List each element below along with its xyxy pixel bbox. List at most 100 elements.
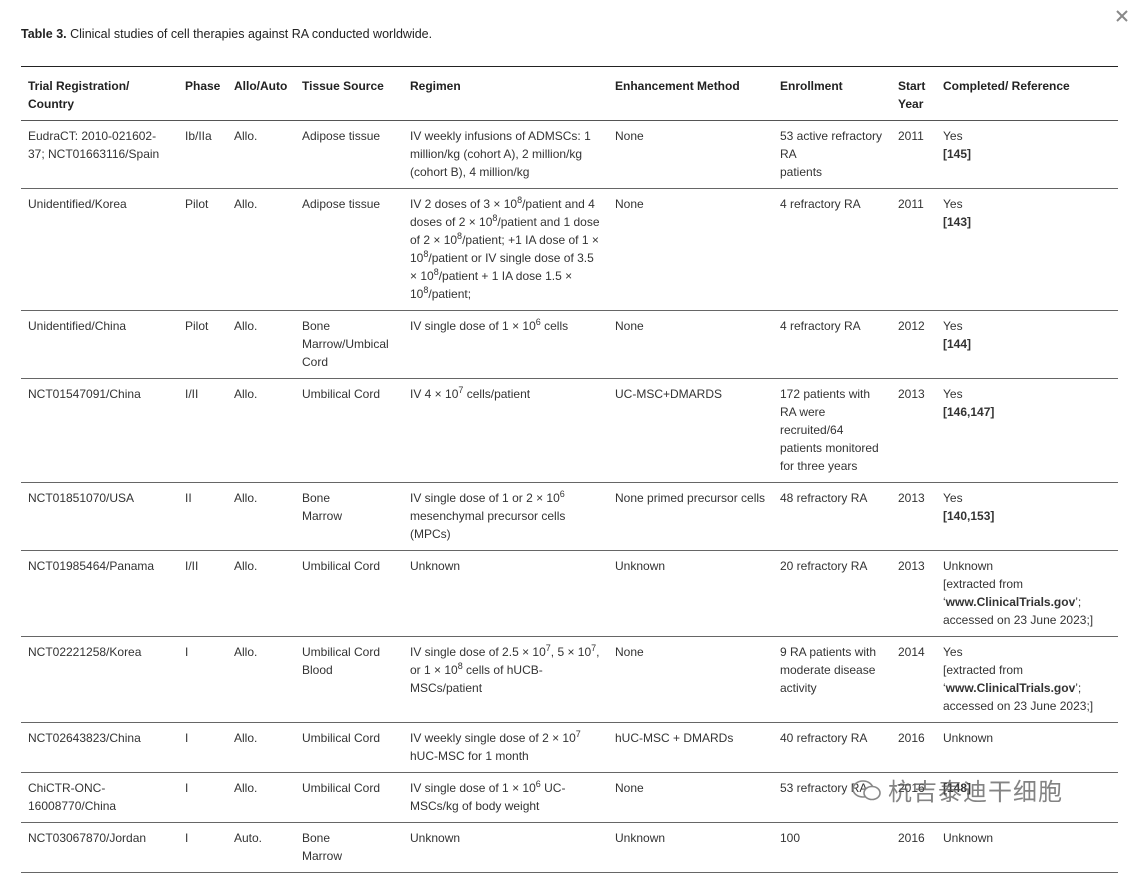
table-cell: 53 refractory RA: [773, 773, 891, 823]
cell-text: 2014: [898, 645, 925, 659]
table-cell: Unknown: [608, 551, 773, 637]
cell-text: None: [615, 197, 644, 211]
table-cell: Unknown [extracted from ‘www.ClinicalTrial…: [936, 551, 1118, 637]
reference: www.ClinicalTrials.gov: [945, 595, 1076, 609]
cell-text: Pilot: [185, 197, 209, 211]
cell-text: 53 refractory RA: [780, 781, 868, 795]
table-cell: Unknown: [403, 551, 608, 637]
cell-text: Allo.: [234, 129, 258, 143]
table-cell: 2012: [891, 311, 936, 379]
cell-text: Umbilical Cord: [302, 781, 381, 795]
text-run: ’;: [1075, 595, 1082, 609]
table-cell: Bone Marrow: [295, 483, 403, 551]
watermark: 杭吉泰迪干细胞: [852, 772, 1063, 807]
text-run: , or 1 × 10: [410, 645, 600, 677]
table-cell: Umbilical Cord: [295, 379, 403, 483]
cell-text: 48 refractory RA: [780, 491, 868, 505]
cell-text: Pilot: [185, 319, 209, 333]
table-cell: IV 4 × 107 cells/patient: [403, 379, 608, 483]
table-caption: Table 3. Clinical studies of cell therap…: [21, 27, 432, 41]
cell-line: ‘www.ClinicalTrials.gov’;: [943, 593, 1111, 611]
column-header: Tissue Source: [302, 79, 384, 93]
cell-text: Allo.: [234, 645, 258, 659]
table-cell: None: [608, 773, 773, 823]
table-cell: I: [178, 637, 227, 723]
superscript: 8: [457, 231, 463, 241]
cell-line: [148]: [943, 779, 1111, 797]
cell-line: IV single dose of 1 × 106 UC-MSCs/kg of …: [410, 779, 601, 815]
table-cell: Yes [144]: [936, 311, 1118, 379]
table-cell: None: [608, 311, 773, 379]
cell-text: 2011: [898, 197, 924, 211]
cell-line: Yes: [943, 197, 963, 211]
cell-line: IV single dose of 1 × 106 cells: [410, 317, 601, 335]
cell-line: [146,147]: [943, 403, 1111, 421]
table-cell: 40 refractory RA: [773, 723, 891, 773]
table-row: NCT02221258/Korea I Allo. Umbilical Cord Bl…: [21, 637, 1118, 723]
cell-line: [143]: [943, 213, 1111, 231]
cell-text: IV weekly infusions of ADMSCs: 1 million…: [410, 129, 591, 179]
cell-text: Unidentified/China: [28, 319, 127, 333]
reference: [143]: [943, 215, 972, 229]
table-cell: None primed precursor cells: [608, 483, 773, 551]
table-cell: 4 refractory RA: [773, 311, 891, 379]
text-run: ’;: [1075, 681, 1082, 695]
reference: [145]: [943, 147, 972, 161]
cell-text: None primed precursor cells: [615, 491, 766, 505]
cell-line: [extracted from: [943, 577, 1024, 591]
cell-line: [145]: [943, 145, 1111, 163]
table-row: NCT01547091/China I/II Allo. Umbilical Cord…: [21, 379, 1118, 483]
table-cell: 2016: [891, 823, 936, 873]
superscript: 8: [423, 285, 429, 295]
table-cell: IV single dose of 1 × 106 UC-MSCs/kg of …: [403, 773, 608, 823]
header-row: Trial Registration/ Country Phase Allo/Aut…: [21, 66, 1118, 121]
text-run: IV single dose of 2.5 × 10: [410, 645, 546, 659]
cell-text: Umbilical Cord: [302, 387, 381, 401]
superscript: 7: [458, 385, 464, 395]
table-cell: None: [608, 121, 773, 189]
text-run: ‘: [943, 681, 946, 695]
cell-text: Umbilical Cord: [302, 559, 381, 573]
cell-text: NCT02221258/Korea: [28, 645, 142, 659]
cell-line: Yes: [943, 319, 963, 333]
table-cell: Yes [140,153]: [936, 483, 1118, 551]
reference: [140,153]: [943, 509, 995, 523]
table-cell: NCT01851070/USA: [21, 483, 178, 551]
superscript: 7: [575, 729, 581, 739]
column-header: Trial Registration/ Country: [28, 79, 130, 111]
cell-line: [extracted from: [943, 663, 1024, 677]
cell-text: 2011: [898, 129, 924, 143]
superscript: 8: [433, 267, 439, 277]
cell-text: 2016: [898, 831, 925, 845]
cell-line: [144]: [943, 335, 1111, 353]
cell-text: I: [185, 831, 189, 845]
cell-line: IV 2 doses of 3 × 108/patient and 4 dose…: [410, 195, 601, 303]
cell-text: None: [615, 645, 644, 659]
cell-text: Unknown: [943, 731, 994, 745]
cell-text: Unknown: [410, 831, 461, 845]
table-cell: 2013: [891, 551, 936, 637]
cell-text: EudraCT: 2010-021602-37; NCT01663116/Spa…: [28, 129, 160, 161]
table-cell: I/II: [178, 551, 227, 637]
table-body: EudraCT: 2010-021602-37; NCT01663116/Spa…: [21, 121, 1118, 873]
cell-text: 40 refractory RA: [780, 731, 868, 745]
table-cell: Bone Marrow: [295, 823, 403, 873]
cell-text: Allo.: [234, 559, 258, 573]
table-cell: NCT02221258/Korea: [21, 637, 178, 723]
superscript: 7: [591, 643, 597, 653]
table-cell: 2013: [891, 379, 936, 483]
close-button[interactable]: [1114, 8, 1130, 24]
cell-text: NCT01547091/China: [28, 387, 141, 401]
cell-line: Marrow: [302, 849, 343, 863]
text-run: IV 4 × 10: [410, 387, 459, 401]
cell-text: 20 refractory RA: [780, 559, 868, 573]
table-cell: 2013: [891, 483, 936, 551]
cell-text: 2013: [898, 559, 925, 573]
superscript: 8: [492, 213, 498, 223]
table-cell: Yes [143]: [936, 189, 1118, 311]
table-cell: Allo.: [227, 637, 295, 723]
text-run: cells: [540, 319, 569, 333]
table-cell: Unknown: [936, 723, 1118, 773]
text-run: IV single dose of 1 × 10: [410, 319, 536, 333]
table-cell: Umbilical Cord: [295, 551, 403, 637]
